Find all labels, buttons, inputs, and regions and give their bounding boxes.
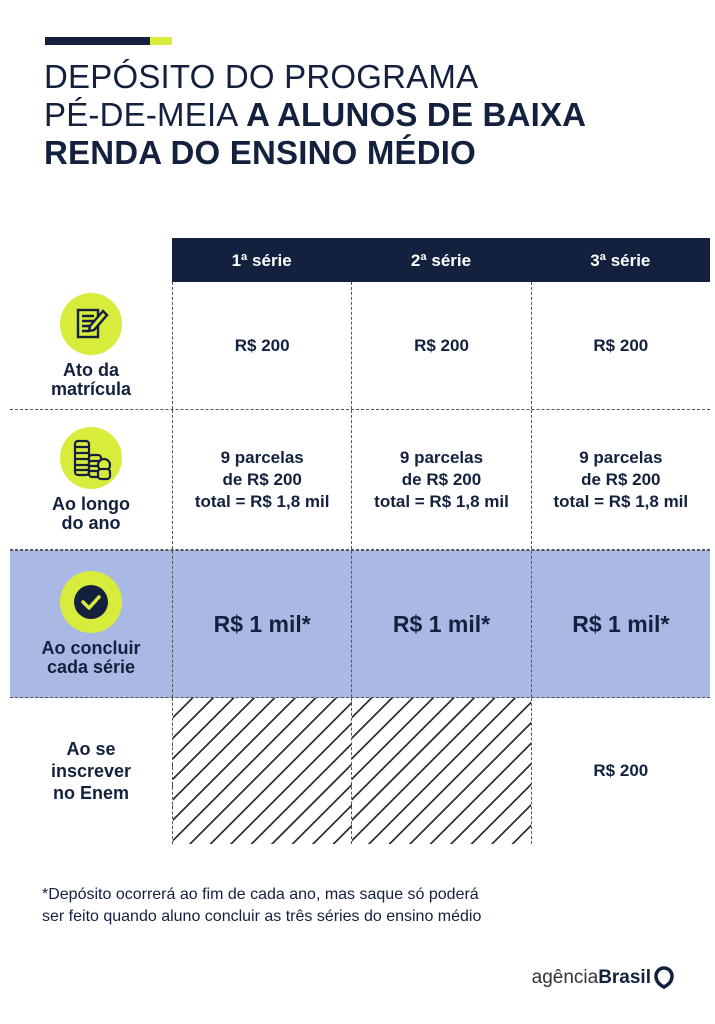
title-line-2-bold: A ALUNOS DE BAIXA bbox=[246, 96, 587, 133]
table-cell: R$ 1 mil* bbox=[351, 551, 530, 697]
check-circle-icon bbox=[60, 571, 122, 633]
table-cell: R$ 1 mil* bbox=[172, 551, 351, 697]
accent-bar-navy bbox=[45, 37, 150, 45]
table-cell: 9 parcelas de R$ 200 total = R$ 1,8 mil bbox=[530, 410, 710, 549]
coins-stack-icon bbox=[60, 426, 122, 489]
logo-pin-icon bbox=[654, 966, 674, 989]
title-line-3: RENDA DO ENSINO MÉDIO bbox=[44, 134, 477, 171]
table-cell: R$ 1 mil* bbox=[530, 551, 710, 697]
table-row: Ao longo do ano 9 parcelas de R$ 200 tot… bbox=[10, 410, 710, 550]
table-cell: R$ 200 bbox=[530, 698, 710, 844]
table-row: Ato da matrícula R$ 200 R$ 200 R$ 200 bbox=[10, 282, 710, 410]
row-label: Ao longo do ano bbox=[10, 410, 172, 549]
table-header: 1ª série 2ª série 3ª série bbox=[172, 238, 710, 282]
table-cell: 9 parcelas de R$ 200 total = R$ 1,8 mil bbox=[172, 410, 351, 549]
accent-bar-lime bbox=[150, 37, 172, 45]
document-pencil-icon bbox=[60, 292, 122, 355]
footnote: *Depósito ocorrerá ao fim de cada ano, m… bbox=[42, 886, 482, 925]
table-cell: 9 parcelas de R$ 200 total = R$ 1,8 mil bbox=[351, 410, 530, 549]
title-line-1: DEPÓSITO DO PROGRAMA bbox=[44, 58, 479, 95]
table-cell: R$ 200 bbox=[530, 282, 710, 409]
table-cell-not-applicable bbox=[172, 698, 352, 844]
table-row-highlighted: Ao concluir cada série R$ 1 mil* R$ 1 mi… bbox=[10, 550, 710, 698]
table-cell: R$ 200 bbox=[172, 282, 351, 409]
table-cell: R$ 200 bbox=[351, 282, 530, 409]
table-cell-not-applicable bbox=[351, 698, 531, 844]
agencia-brasil-logo: agência Brasil bbox=[532, 966, 675, 990]
table-row: Ao se inscrever no Enem R$ 200 bbox=[10, 698, 710, 844]
row-label: Ao concluir cada série bbox=[10, 551, 172, 697]
column-header: 1ª série bbox=[231, 251, 292, 270]
column-header: 2ª série bbox=[410, 251, 472, 270]
column-header: 3ª série bbox=[590, 251, 651, 270]
row-label: Ao se inscrever no Enem bbox=[50, 739, 132, 803]
row-label: Ato da matrícula bbox=[10, 282, 172, 409]
title-line-2-light: PÉ-DE-MEIA bbox=[44, 96, 237, 133]
page-title: DEPÓSITO DO PROGRAMA PÉ-DE-MEIA A ALUNOS… bbox=[44, 58, 586, 172]
